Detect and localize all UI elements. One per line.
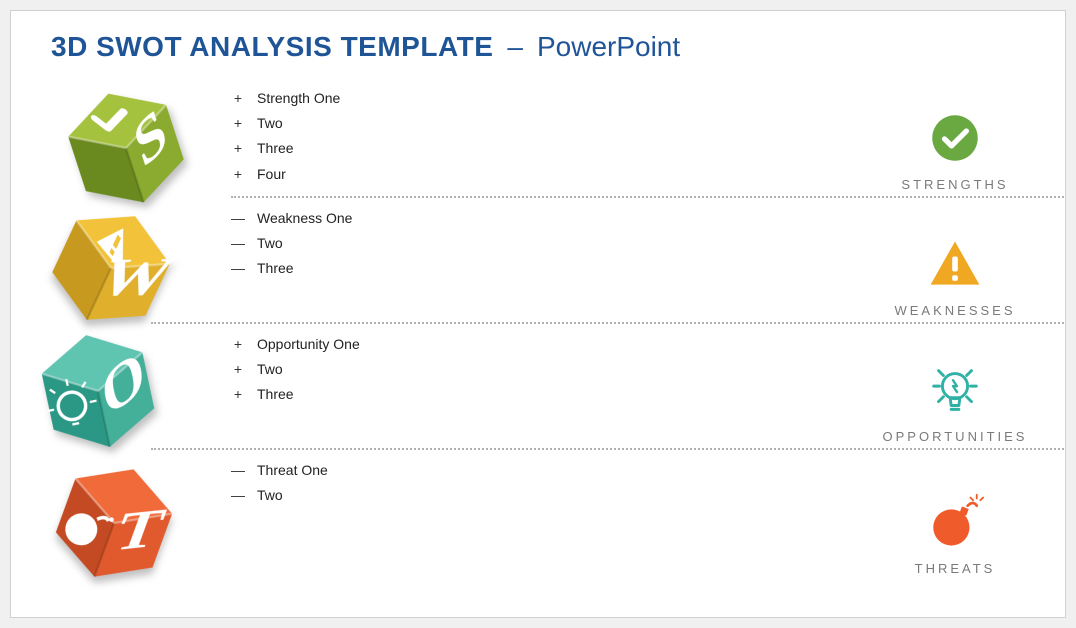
cube-opportunities: O [23,311,153,441]
warn-triangle-icon [924,233,986,295]
category-label: WEAKNESSES [894,303,1015,318]
bomb-icon [924,491,986,553]
item-text: Strength One [257,86,340,111]
bullet-icon: — [231,483,245,508]
title-sub: PowerPoint [537,31,680,63]
item-text: Threat One [257,458,328,483]
bullet-icon: + [231,136,245,161]
list-item: + Three [231,382,911,407]
title-separator: – [507,31,523,63]
item-text: Three [257,256,294,281]
item-text: Three [257,136,294,161]
label-block-opportunities: OPPORTUNITIES [875,324,1035,448]
item-text: Opportunity One [257,332,360,357]
content-area: S W O T +Strength One+Two+Three+Four—Wea… [41,73,1035,593]
title-main: 3D SWOT ANALYSIS TEMPLATE [51,31,493,63]
cubes-column: S W O T [31,73,211,593]
bullet-icon: + [231,111,245,136]
list-item: — Weakness One [231,206,911,231]
section-weaknesses: — Weakness One — Two — Three [231,198,911,322]
item-text: Two [257,357,283,382]
list-item: — Threat One [231,458,911,483]
item-text: Weakness One [257,206,352,231]
list-item: + Opportunity One [231,332,911,357]
category-label: OPPORTUNITIES [883,429,1028,444]
list-item: + Three [231,136,911,161]
list-item: + Two [231,357,911,382]
labels-column: STRENGTHS WEAKNESSES OPPORTUNITIES THREATS [875,78,1035,580]
bullet-icon: + [231,357,245,382]
list-item: — Two [231,231,911,256]
section-opportunities: + Opportunity One + Two + Three [231,324,911,448]
list-item: + Four [231,162,911,187]
bullet-icon: + [231,332,245,357]
bullet-icon: — [231,206,245,231]
title-row: 3D SWOT ANALYSIS TEMPLATE – PowerPoint [51,31,1035,63]
check-circle-icon [924,107,986,169]
list-item: + Strength One [231,86,911,111]
slide: 3D SWOT ANALYSIS TEMPLATE – PowerPoint S… [10,10,1066,618]
section-threats: — Threat One — Two [231,450,911,580]
list-item: — Three [231,256,911,281]
item-text: Two [257,483,283,508]
label-block-weaknesses: WEAKNESSES [875,198,1035,322]
item-text: Two [257,111,283,136]
item-text: Four [257,162,286,187]
bullet-icon: + [231,162,245,187]
bulb-icon [924,359,986,421]
label-block-threats: THREATS [875,450,1035,580]
section-strengths: + Strength One + Two + Three + Four [231,78,911,196]
item-text: Two [257,231,283,256]
category-label: THREATS [915,561,996,576]
list-item: — Two [231,483,911,508]
bullet-icon: — [231,256,245,281]
list-column: + Strength One + Two + Three + Four — Weakness On… [231,78,911,580]
bullet-icon: — [231,458,245,483]
cube-threats: T [39,443,169,573]
bullet-icon: — [231,231,245,256]
item-text: Three [257,382,294,407]
bullet-icon: + [231,86,245,111]
label-block-strengths: STRENGTHS [875,78,1035,196]
category-label: STRENGTHS [901,177,1008,192]
bullet-icon: + [231,382,245,407]
list-item: + Two [231,111,911,136]
